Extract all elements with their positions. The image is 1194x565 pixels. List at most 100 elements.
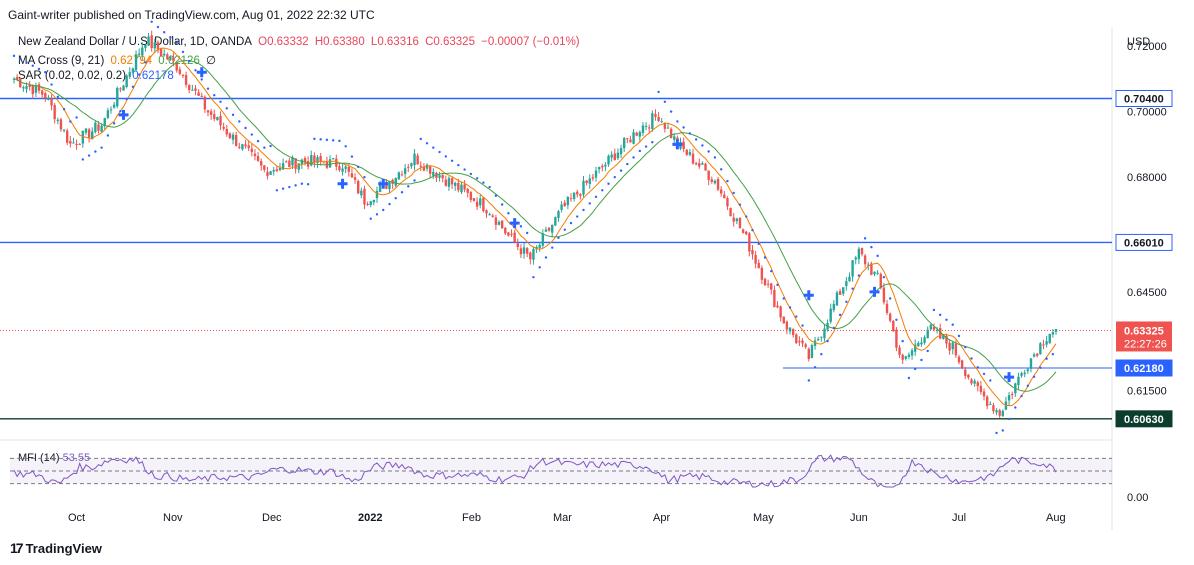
sar-dot xyxy=(419,137,422,141)
sar-dot xyxy=(463,168,466,171)
candle-body xyxy=(976,382,979,387)
candle-body xyxy=(551,224,554,233)
candle-body xyxy=(816,338,820,340)
candle-body xyxy=(394,178,397,186)
candle-body xyxy=(741,229,745,233)
candle-body xyxy=(854,257,857,260)
candle-body xyxy=(335,158,338,167)
candle-body xyxy=(898,347,901,355)
candle-body xyxy=(316,157,319,163)
candle-body xyxy=(188,85,191,90)
candle-body xyxy=(860,247,864,255)
candle-body xyxy=(438,175,441,178)
sar-dot xyxy=(369,217,372,220)
candle-body xyxy=(610,154,613,158)
sar-dot xyxy=(238,120,241,123)
sar-dot xyxy=(964,346,967,349)
candle-body xyxy=(982,391,986,397)
sar-dot xyxy=(945,318,948,322)
candle-body xyxy=(691,153,695,164)
candle-body xyxy=(779,306,782,318)
sar-dot xyxy=(676,120,679,123)
symbol-name[interactable]: New Zealand Dollar / U.S. Dollar, 1D, OA… xyxy=(18,36,252,48)
candle-body xyxy=(785,321,789,330)
sar-dot xyxy=(851,287,854,290)
candle-body xyxy=(19,78,22,88)
candle-body xyxy=(209,111,213,115)
candle-body xyxy=(353,177,357,180)
candle-body xyxy=(510,233,513,235)
candle-body xyxy=(635,132,638,136)
candle-body xyxy=(81,130,85,144)
sar-dot xyxy=(663,100,667,103)
sar-dot xyxy=(100,146,103,149)
ohlc-close: C0.63325 xyxy=(425,36,475,48)
candle-body xyxy=(538,244,541,248)
candle-body xyxy=(378,184,382,192)
sar-signal-cross xyxy=(672,139,683,150)
sar-dot xyxy=(820,353,823,356)
candle-body xyxy=(1020,373,1023,376)
candle-body xyxy=(166,54,169,60)
sar-dot xyxy=(206,87,210,90)
sar-dot xyxy=(770,269,773,273)
candle-body xyxy=(882,287,886,303)
candle-body xyxy=(422,167,426,171)
candle-body xyxy=(547,227,551,231)
candle-body xyxy=(488,214,491,216)
candle-body xyxy=(951,342,954,350)
candle-body xyxy=(719,189,723,194)
candle-body xyxy=(407,166,410,168)
candle-body xyxy=(350,173,354,178)
candle-body xyxy=(141,47,144,56)
sar-dot xyxy=(607,182,610,185)
sar-dot xyxy=(957,334,961,338)
ma-legend[interactable]: MA Cross (9, 21) 0.62794 0.62126 ∅ xyxy=(18,53,219,67)
footer-brand[interactable]: 17 TradingView xyxy=(10,540,102,556)
x-tick-label: Apr xyxy=(653,512,670,524)
candle-body xyxy=(638,131,642,137)
sar-dot xyxy=(450,159,454,162)
candle-body xyxy=(729,207,732,217)
sar-dot xyxy=(413,179,416,182)
sar-dot xyxy=(306,183,310,186)
sar-dot xyxy=(244,126,247,130)
candle-body xyxy=(497,221,501,225)
candle-body xyxy=(998,410,1001,416)
candle-body xyxy=(710,179,713,182)
candle-body xyxy=(281,163,285,170)
sar-dot xyxy=(582,208,585,212)
sar-dot xyxy=(763,256,767,259)
sar-dot xyxy=(288,185,291,189)
sar-dot xyxy=(563,228,566,231)
candle-body xyxy=(629,139,632,143)
candle-body xyxy=(147,36,150,46)
candle-body xyxy=(122,85,125,91)
sar-dot xyxy=(500,203,504,206)
candle-body xyxy=(857,248,861,260)
sar-dot xyxy=(331,139,335,142)
candle-body xyxy=(979,385,983,393)
sar-dot xyxy=(913,367,917,371)
candle-body xyxy=(735,218,739,222)
candle-body xyxy=(288,160,291,168)
candle-body xyxy=(444,179,448,186)
tradingview-logo-icon: 17 xyxy=(10,540,24,556)
candle-body xyxy=(297,163,300,170)
candle-body xyxy=(447,178,451,187)
sar-dot xyxy=(1020,394,1023,398)
candle-body xyxy=(466,188,469,193)
sar-dot xyxy=(644,145,648,148)
candle-body xyxy=(716,179,720,190)
sar-dot xyxy=(1007,417,1011,421)
candle-body xyxy=(450,178,454,185)
candle-body xyxy=(266,171,269,177)
candle-body xyxy=(432,171,435,176)
candle-body xyxy=(942,335,945,340)
candle-body xyxy=(388,181,391,190)
sar-dot xyxy=(832,326,836,330)
current-price-label: 0.63325 xyxy=(1124,325,1164,337)
candle-body xyxy=(228,133,232,139)
candle-body xyxy=(87,129,91,138)
